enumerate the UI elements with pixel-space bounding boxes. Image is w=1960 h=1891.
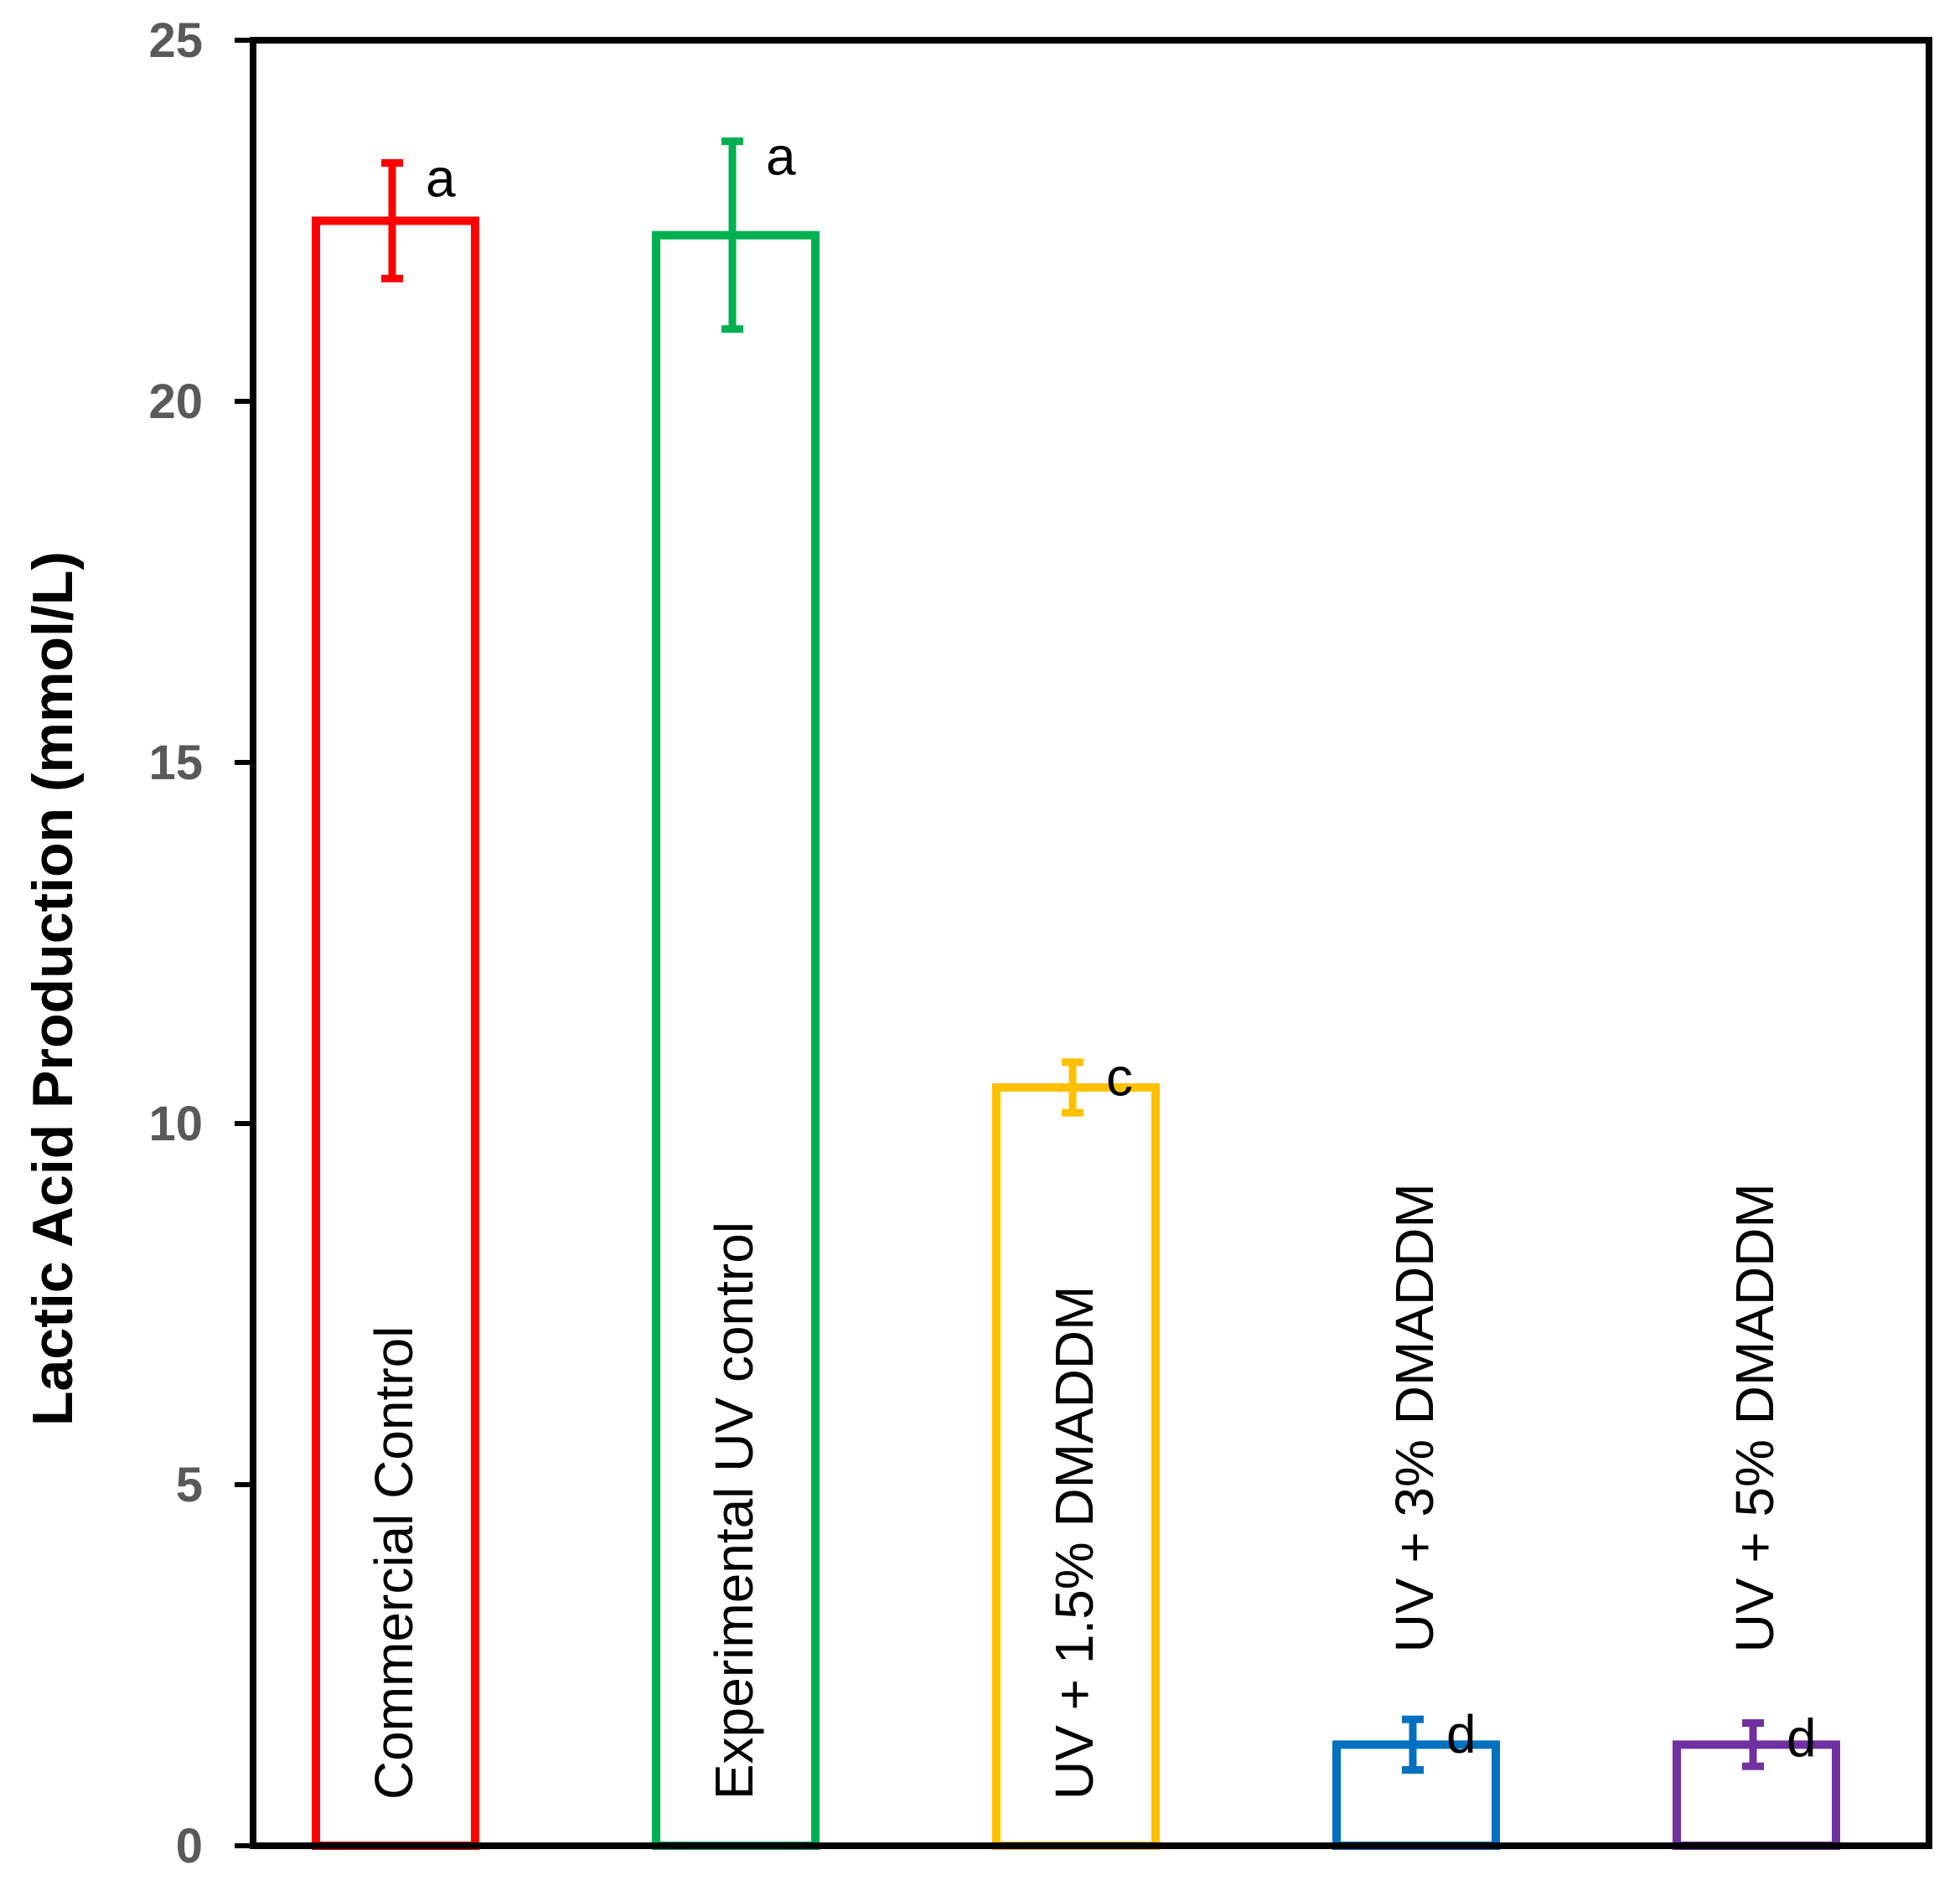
significance-letter: a (766, 127, 796, 187)
y-tick-label: 15 (148, 736, 203, 790)
category-label: Experimental UV control (704, 1222, 764, 1800)
category-label: Commercial Control (364, 1326, 424, 1800)
y-ticks-group: 0 5 10 15 20 25 (148, 13, 253, 1873)
y-tick-label: 5 (176, 1458, 203, 1512)
axes-group (250, 37, 1932, 1849)
significance-letter: d (1787, 1708, 1817, 1768)
y-tick-label: 10 (148, 1097, 203, 1151)
significance-letter: d (1446, 1704, 1476, 1764)
category-label: UV + 5% DMADDM (1725, 1183, 1785, 1652)
significance-letter: a (426, 148, 456, 209)
category-label: UV + 1.5% DMADDM (1044, 1286, 1104, 1800)
y-tick-label: 25 (148, 13, 203, 68)
bars-group: a Commercial Control a Experimental UV cont… (312, 127, 1840, 1851)
y-tick-label: 20 (148, 375, 203, 429)
category-label: UV + 3% DMADDM (1384, 1183, 1445, 1652)
significance-letter: c (1106, 1047, 1133, 1108)
plot-frame (250, 37, 1932, 1849)
y-axis-title: Lactic Acid Production (mmol/L) (21, 551, 85, 1426)
y-tick-label: 0 (176, 1819, 203, 1873)
